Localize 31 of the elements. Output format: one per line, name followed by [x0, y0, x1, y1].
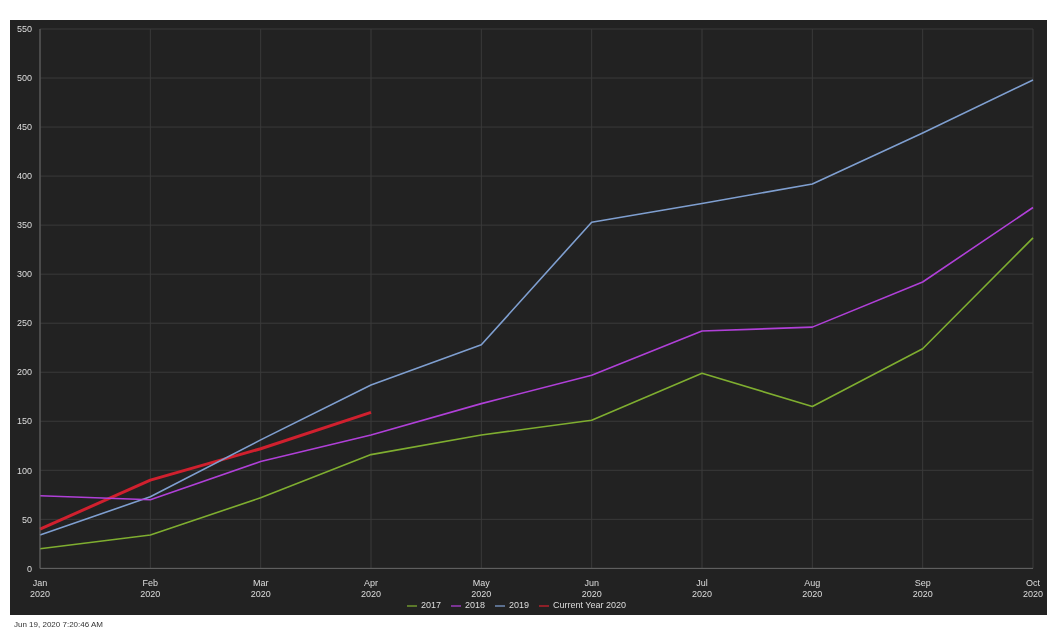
x-tick-label: Apr 2020	[360, 578, 382, 600]
y-tick-label: 450	[16, 122, 32, 133]
x-tick-label: Oct 2020	[1022, 578, 1044, 600]
x-tick-label: Jun 2020	[581, 578, 602, 600]
x-tick-label: Jul 2020	[691, 578, 713, 600]
legend-label: Current Year 2020	[553, 600, 627, 611]
x-tick-label: Jan 2020	[29, 578, 51, 600]
y-tick-label: 500	[16, 73, 32, 84]
line-series	[39, 237, 1034, 550]
y-tick-label: 250	[16, 318, 32, 329]
legend-label: 2017	[420, 600, 441, 611]
y-tick-label: 550	[16, 24, 32, 35]
x-tick-label: Sep 2020	[912, 578, 933, 600]
y-tick-label: 350	[16, 220, 32, 231]
x-tick-label: Feb 2020	[140, 578, 161, 600]
y-tick-label: 0	[26, 563, 32, 574]
legend-label: 2018	[464, 600, 485, 611]
x-tick-label: Aug 2020	[802, 578, 823, 600]
y-tick-label: 400	[16, 171, 32, 182]
y-tick-label: 300	[16, 269, 32, 280]
y-tick-label: 100	[16, 465, 32, 476]
x-tick-label: Mar 2020	[250, 578, 271, 600]
y-tick-label: 150	[16, 416, 32, 427]
x-tick-label: May 2020	[471, 578, 492, 600]
legend-label: 2019	[508, 600, 530, 611]
y-tick-label: 200	[16, 367, 32, 378]
line-series	[39, 206, 1034, 501]
text: Jun 19, 2020 7:20:46 AM	[14, 620, 103, 629]
line-series	[39, 79, 1034, 536]
line-series	[38, 410, 373, 531]
y-tick-label: 50	[21, 514, 32, 525]
